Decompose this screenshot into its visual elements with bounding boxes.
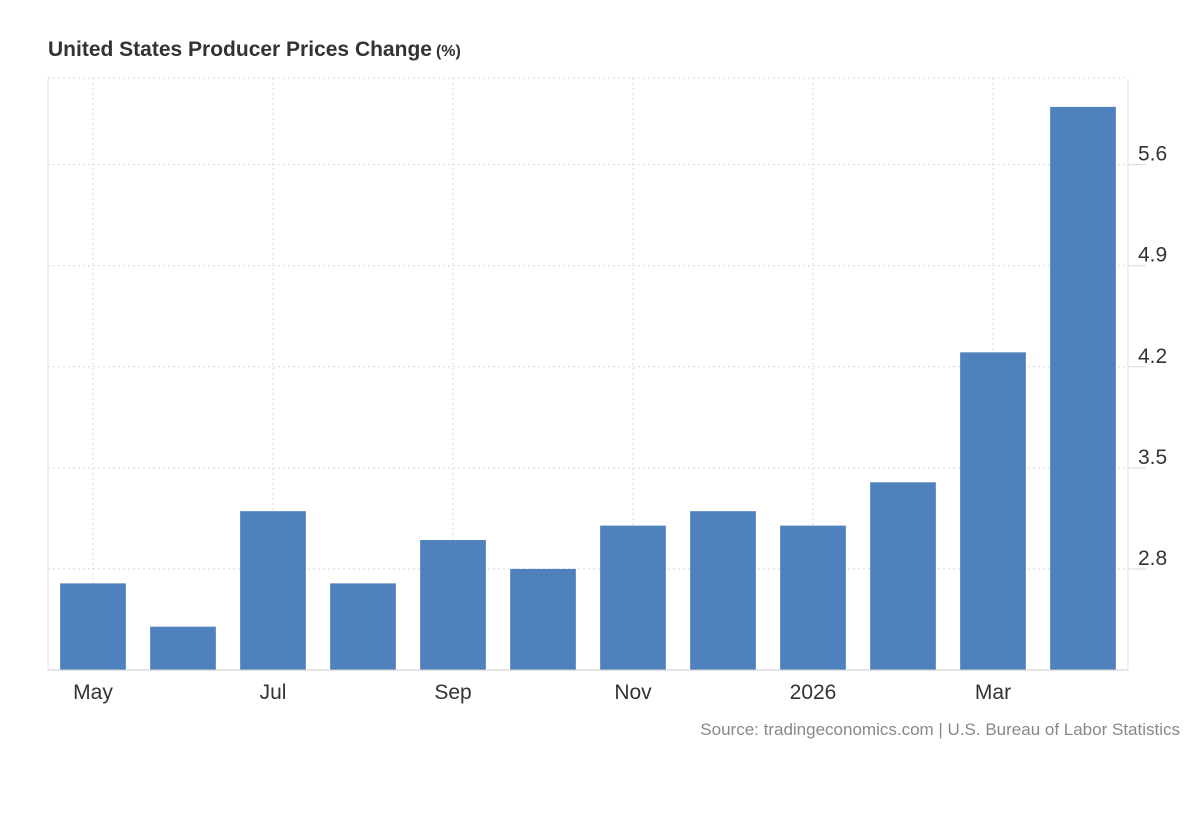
x-tick-label: Mar [975, 681, 1011, 704]
y-tick-label: 2.8 [1138, 547, 1167, 570]
y-tick-label: 3.5 [1138, 446, 1167, 469]
y-tick-labels: 2.8 3.5 4.2 4.9 5.6 [1138, 143, 1167, 570]
x-tick-label: 2026 [790, 681, 837, 704]
x-tick-label: Nov [614, 681, 652, 704]
chart-title: United States Producer Prices Change (%) [48, 38, 461, 62]
x-tick-label: Jul [260, 681, 287, 704]
chart-title-unit: (%) [435, 43, 461, 60]
source-note: Source: tradingeconomics.com | U.S. Bure… [700, 720, 1180, 739]
bar-apr [1050, 106, 1116, 670]
bars [60, 106, 1116, 670]
bar-jul [240, 511, 306, 670]
bar-aug [330, 583, 396, 670]
y-tick-label: 4.2 [1138, 345, 1167, 368]
y-tick-label: 4.9 [1138, 244, 1167, 267]
bar-nov [600, 525, 666, 670]
bar-feb [870, 482, 936, 670]
x-tick-label: May [73, 681, 113, 704]
bar-sep [420, 540, 486, 670]
axes [47, 78, 1146, 671]
chart-title-text: United States Producer Prices Change [48, 38, 432, 61]
bar-dec [690, 511, 756, 670]
bar-oct [510, 568, 576, 670]
x-tick-label: Sep [434, 681, 471, 704]
y-tick-label: 5.6 [1138, 143, 1167, 166]
bar-jun [150, 626, 216, 670]
bar-2026 [780, 525, 846, 670]
bar-mar [960, 352, 1026, 670]
x-tick-labels: May Jul Sep Nov 2026 Mar [73, 681, 1011, 704]
bar-may [60, 583, 126, 670]
